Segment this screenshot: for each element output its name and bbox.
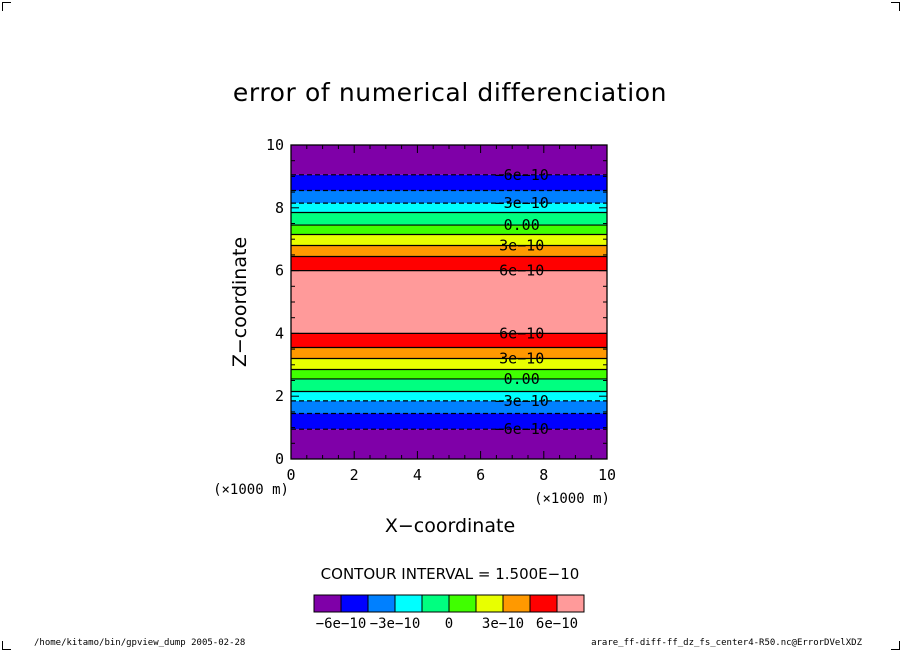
colorbar-swatch-6 [475,594,504,613]
contour-label-text: −3e−10 [495,194,549,212]
x-tick-label: 8 [539,466,548,484]
crop-mark-top-left [2,2,11,11]
color-band-1 [291,413,607,430]
contour-interval-label: CONTOUR INTERVAL = 1.500E−10 [321,565,580,583]
color-band-17 [291,174,607,191]
colorbar-label: 0 [445,616,453,632]
y-tick-label: 2 [275,387,284,405]
color-band-5 [291,369,607,379]
contour-label: 6e−10 [499,324,544,342]
contour-label: −6e−10 [495,166,549,184]
colorbar-label: −3e−10 [370,616,421,632]
axis-ticks [290,144,608,460]
crop-mark-bottom-right [891,641,900,650]
y-axis-unit: (×1000 m) [213,482,289,498]
contour-label: −3e−10 [495,194,549,212]
color-band-9 [291,270,607,334]
color-band-3 [291,391,607,401]
colorbar-swatch-9 [556,594,585,613]
x-tick-label: 10 [598,466,616,484]
footer-right-text: arare_ff-diff-ff_dz_fs_center4-R50.nc@Er… [591,638,862,648]
color-band-0 [291,429,607,459]
colorbar-swatch-7 [502,594,531,613]
y-tick-label: 6 [275,262,284,280]
y-tick-label: 8 [275,199,284,217]
colorbar-swatch-8 [529,594,558,613]
contour-label: 3e−10 [499,350,544,368]
contour-label-text: 3e−10 [499,236,544,254]
y-tick-label: 4 [275,324,284,342]
contour-label-text: 6e−10 [499,262,544,280]
colorbar-label: −6e−10 [316,616,367,632]
contour-label-text: 3e−10 [499,350,544,368]
x-tick-label: 2 [350,466,359,484]
color-band-2 [291,400,607,414]
crop-mark-bottom-left [2,641,11,650]
colorbar-swatch-2 [367,594,396,613]
colorbar-swatch-4 [421,594,450,613]
y-tick-label: 0 [275,450,284,468]
color-band-15 [291,203,607,213]
contour-label-text: 0.00 [504,370,540,388]
colorbar: −6e−10 −3e−10 0 3e−10 6e−10 [313,594,585,632]
chart-title: error of numerical differenciation [233,78,667,107]
color-band-8 [291,333,607,348]
x-tick-label: 0 [286,466,295,484]
color-band-12 [291,234,607,246]
x-axis-label: X−coordinate [385,515,515,537]
contour-label-text: −6e−10 [495,420,549,438]
contour-label: −3e−10 [495,392,549,410]
contour-label: −6e−10 [495,420,549,438]
contour-labels: −6e−10 −3e−10 0.00 3e−10 6e−10 6e−10 3e−10 0.00… [495,166,549,438]
contour-label: 6e−10 [499,262,544,280]
x-axis-unit: (×1000 m) [534,491,610,507]
contour-label-text: 6e−10 [499,324,544,342]
color-band-16 [291,190,607,204]
y-tick-label: 10 [266,136,284,154]
colorbar-swatch-3 [394,594,423,613]
color-band-6 [291,358,607,370]
x-tick-label: 4 [413,466,422,484]
x-tick-label: 6 [476,466,485,484]
crop-mark-top-right [891,2,900,11]
color-band-13 [291,225,607,235]
footer-left-text: /home/kitamo/bin/gpview_dump 2005-02-28 [34,638,246,648]
color-band-4 [291,378,607,392]
contour-label-text: −6e−10 [495,166,549,184]
colorbar-label: 3e−10 [482,616,524,632]
contour-label: 0.00 [504,370,540,388]
contour-label-text: −3e−10 [495,392,549,410]
contour-label: 3e−10 [499,236,544,254]
color-band-11 [291,245,607,257]
colorbar-label: 6e−10 [536,616,578,632]
color-bands [291,145,607,459]
color-band-18 [291,145,607,175]
contour-label: 0.00 [504,216,540,234]
y-axis-label: Z−coordinate [229,237,251,367]
color-band-14 [291,212,607,226]
color-band-7 [291,347,607,359]
colorbar-swatch-5 [448,594,477,613]
contour-label-text: 0.00 [504,216,540,234]
contour-lines [291,174,607,430]
axis-text: 0 2 4 6 8 10 0 2 4 6 8 10 [266,136,616,484]
colorbar-swatch-1 [340,594,369,613]
color-band-10 [291,256,607,271]
colorbar-swatch-0 [313,594,342,613]
